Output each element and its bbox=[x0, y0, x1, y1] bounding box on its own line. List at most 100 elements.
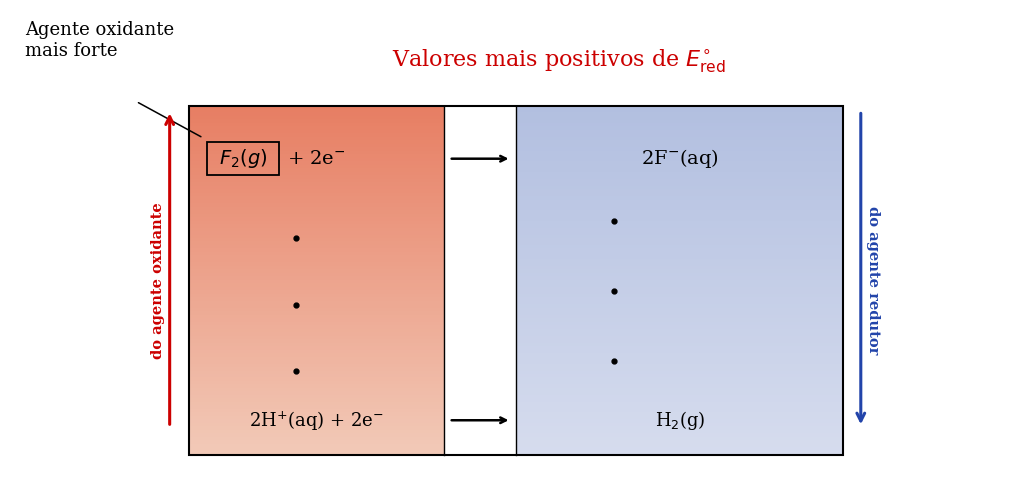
Bar bbox=[516, 388, 844, 392]
Bar bbox=[188, 318, 444, 322]
Bar bbox=[516, 154, 844, 158]
Bar bbox=[188, 161, 444, 165]
Bar bbox=[516, 144, 844, 148]
Bar bbox=[516, 430, 844, 434]
Bar bbox=[188, 343, 444, 347]
Text: do agente redutor: do agente redutor bbox=[866, 206, 881, 355]
Bar bbox=[516, 214, 844, 217]
Bar bbox=[188, 196, 444, 200]
Bar bbox=[516, 325, 844, 329]
Bar bbox=[188, 252, 444, 256]
Bar bbox=[516, 384, 844, 389]
Bar bbox=[516, 137, 844, 141]
Bar bbox=[516, 116, 844, 120]
Bar bbox=[188, 228, 444, 231]
Bar bbox=[188, 329, 444, 333]
Bar bbox=[516, 228, 844, 231]
Bar bbox=[188, 238, 444, 242]
Bar bbox=[516, 185, 844, 190]
Bar bbox=[516, 193, 844, 196]
Bar bbox=[188, 245, 444, 249]
Bar bbox=[188, 336, 444, 339]
Bar bbox=[188, 381, 444, 385]
Bar bbox=[188, 206, 444, 210]
Bar bbox=[188, 315, 444, 319]
Bar bbox=[516, 440, 844, 444]
Bar bbox=[516, 349, 844, 354]
Bar bbox=[516, 391, 844, 395]
Bar bbox=[516, 318, 844, 322]
Bar bbox=[188, 308, 444, 312]
Bar bbox=[188, 332, 444, 336]
Bar bbox=[188, 374, 444, 378]
Bar bbox=[516, 206, 844, 210]
Bar bbox=[516, 287, 844, 291]
Bar bbox=[188, 154, 444, 158]
Bar bbox=[188, 423, 444, 427]
Bar bbox=[516, 273, 844, 277]
Bar bbox=[188, 297, 444, 301]
Bar bbox=[516, 357, 844, 360]
Bar bbox=[516, 133, 844, 137]
Bar bbox=[188, 116, 444, 120]
Bar bbox=[188, 280, 444, 284]
Bar bbox=[516, 283, 844, 287]
Bar bbox=[516, 266, 844, 270]
Bar bbox=[188, 130, 444, 134]
Bar bbox=[516, 262, 844, 266]
Bar bbox=[516, 123, 844, 127]
Bar bbox=[188, 353, 444, 357]
Bar bbox=[516, 231, 844, 235]
Bar bbox=[188, 451, 444, 455]
Bar bbox=[188, 339, 444, 343]
Bar bbox=[516, 332, 844, 336]
Bar bbox=[516, 381, 844, 385]
Bar bbox=[188, 294, 444, 298]
Bar bbox=[516, 290, 844, 294]
Bar bbox=[516, 423, 844, 427]
Bar bbox=[188, 378, 444, 381]
Bar bbox=[188, 241, 444, 245]
Bar bbox=[516, 315, 844, 319]
Bar bbox=[516, 336, 844, 339]
Bar bbox=[188, 200, 444, 204]
Bar bbox=[516, 120, 844, 123]
Bar bbox=[516, 311, 844, 315]
Bar bbox=[188, 444, 444, 448]
Bar bbox=[188, 304, 444, 308]
Text: Agente oxidante
mais forte: Agente oxidante mais forte bbox=[26, 21, 174, 60]
Bar bbox=[188, 360, 444, 364]
Bar bbox=[516, 196, 844, 200]
Bar bbox=[516, 353, 844, 357]
Bar bbox=[516, 419, 844, 424]
Bar bbox=[516, 126, 844, 130]
Bar bbox=[188, 151, 444, 155]
Bar bbox=[516, 203, 844, 207]
Bar bbox=[188, 290, 444, 294]
Bar bbox=[516, 235, 844, 239]
Bar bbox=[188, 210, 444, 214]
Bar bbox=[188, 440, 444, 444]
Bar bbox=[516, 413, 844, 416]
Bar bbox=[516, 217, 844, 221]
Bar bbox=[188, 367, 444, 371]
Bar bbox=[188, 172, 444, 176]
Bar bbox=[188, 322, 444, 326]
Bar bbox=[516, 437, 844, 441]
Bar bbox=[516, 405, 844, 409]
Bar bbox=[188, 447, 444, 451]
Bar bbox=[516, 106, 844, 109]
Bar bbox=[188, 120, 444, 123]
Bar bbox=[188, 203, 444, 207]
Bar bbox=[516, 158, 844, 162]
Bar bbox=[516, 241, 844, 245]
Bar bbox=[188, 391, 444, 395]
Bar bbox=[188, 189, 444, 193]
Bar bbox=[516, 447, 844, 451]
Bar bbox=[188, 185, 444, 190]
Bar bbox=[516, 451, 844, 455]
Bar bbox=[188, 259, 444, 263]
Bar bbox=[188, 357, 444, 360]
Bar bbox=[516, 360, 844, 364]
Bar bbox=[516, 182, 844, 186]
